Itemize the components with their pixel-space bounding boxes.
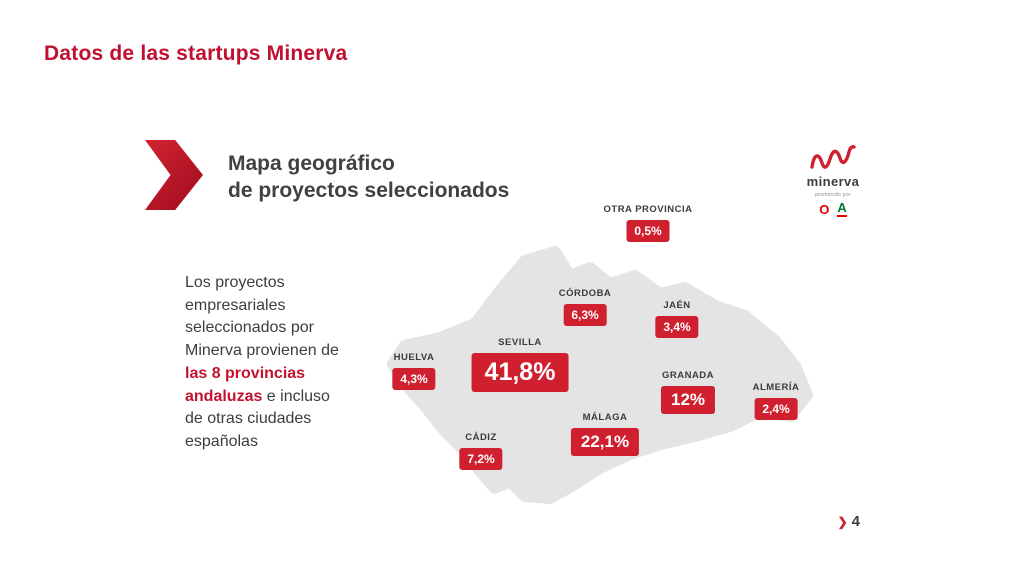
province-value-badge: 22,1% <box>570 428 640 456</box>
vodafone-logo-icon: O <box>819 201 830 217</box>
province-name: ALMERÍA <box>752 382 800 393</box>
chevron-ribbon-icon <box>145 140 203 210</box>
province-name: SEVILLA <box>498 337 542 348</box>
province-name: CÓRDOBA <box>558 288 612 299</box>
intro-text-before: Los proyectos empresariales seleccionado… <box>185 274 339 360</box>
province-name: OTRA PROVINCIA <box>603 204 693 215</box>
map-label-malaga: MÁLAGA 22,1% <box>570 412 640 456</box>
intro-paragraph: Los proyectos empresariales seleccionado… <box>185 272 349 454</box>
map-label-huelva: HUELVA 4,3% <box>392 352 436 390</box>
section-heading: Mapa geográfico de proyectos seleccionad… <box>228 150 509 205</box>
map-label-almeria: ALMERÍA 2,4% <box>753 382 800 420</box>
province-value-badge: 2,4% <box>754 398 798 420</box>
province-name: CÁDIZ <box>465 432 497 443</box>
province-value-badge: 0,5% <box>626 220 670 242</box>
province-value-badge: 6,3% <box>563 304 607 326</box>
andalucia-map-shape <box>387 246 813 504</box>
minerva-squiggle-icon <box>810 145 856 169</box>
province-value-badge: 41,8% <box>471 353 569 392</box>
page-indicator: ❯ 4 <box>838 513 860 530</box>
andalucia-map <box>387 246 813 504</box>
map-label-sevilla: SEVILLA 41,8% <box>471 337 569 392</box>
section-heading-line2: de proyectos seleccionados <box>228 179 510 203</box>
province-value-badge: 3,4% <box>655 316 699 338</box>
province-value-badge: 12% <box>660 386 716 414</box>
partner-logos: O A <box>819 201 847 217</box>
map-label-jaen: JAÉN 3,4% <box>655 300 699 338</box>
chevron-right-icon: ❯ <box>837 514 848 529</box>
slide-title: Datos de las startups Minerva <box>44 42 348 65</box>
minerva-logo: minerva promovido por O A <box>798 140 868 217</box>
map-label-granada: GRANADA 12% <box>660 370 716 414</box>
junta-andalucia-logo-icon: A <box>837 200 847 217</box>
province-name: MÁLAGA <box>582 412 628 423</box>
province-value-badge: 4,3% <box>392 368 436 390</box>
section-heading-line1: Mapa geográfico <box>228 152 395 175</box>
province-name: GRANADA <box>661 370 715 381</box>
minerva-logo-text: minerva <box>806 174 860 189</box>
province-name: HUELVA <box>393 352 435 363</box>
intro-highlight: las 8 provincias andaluzas <box>185 364 306 405</box>
province-value-badge: 7,2% <box>459 448 503 470</box>
page-number: 4 <box>851 513 860 530</box>
map-label-otra-provincia: OTRA PROVINCIA 0,5% <box>604 204 693 242</box>
province-name: JAÉN <box>663 300 691 311</box>
logo-tagline: promovido por <box>815 192 851 198</box>
map-label-cadiz: CÁDIZ 7,2% <box>459 432 503 470</box>
map-label-cordoba: CÓRDOBA 6,3% <box>559 288 612 326</box>
intro-text-after: e incluso de otras ciudades españolas <box>185 387 330 451</box>
